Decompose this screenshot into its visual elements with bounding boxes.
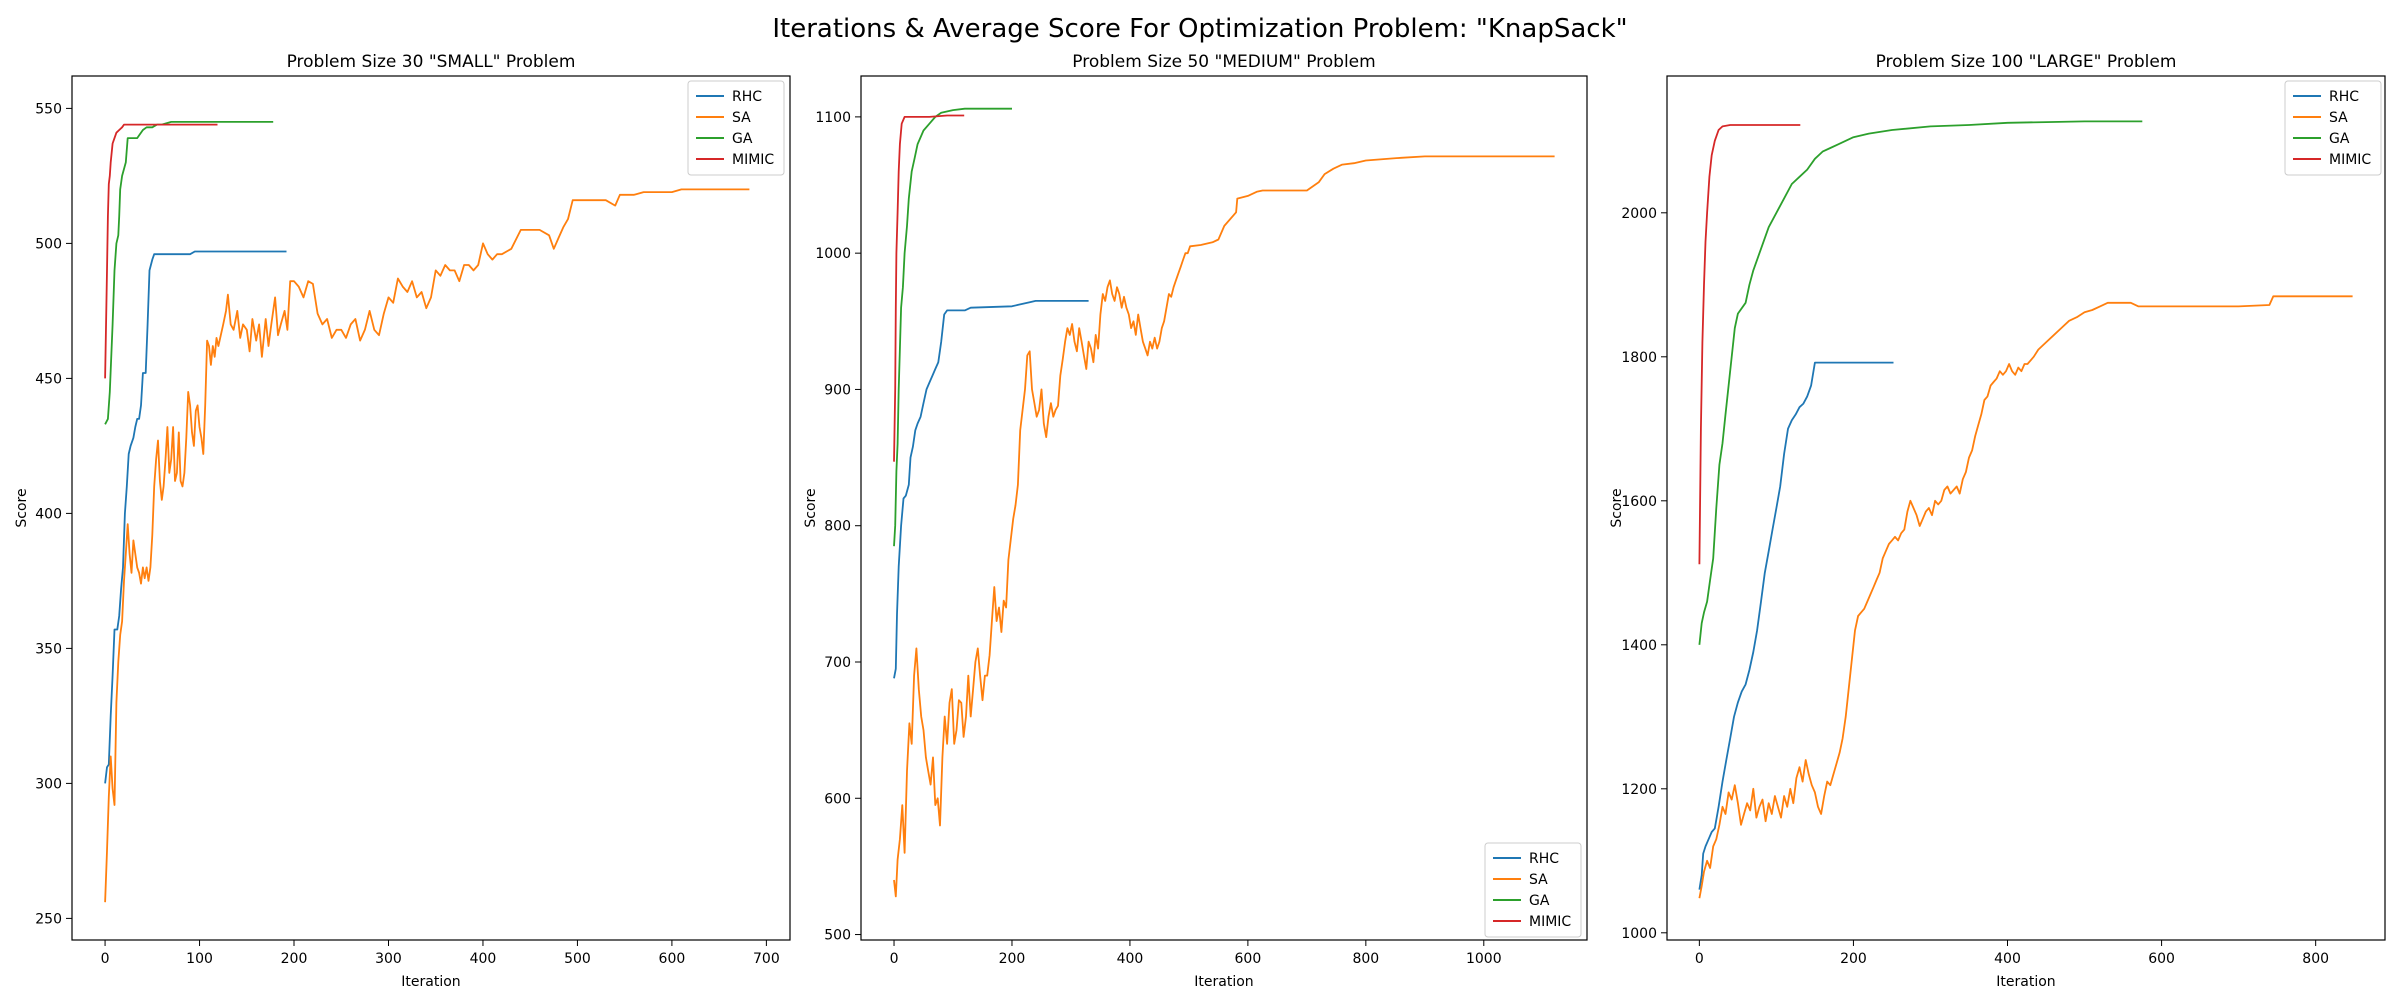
legend: RHC SA GA MIMIC [2284,80,2382,176]
y-tick-label: 700 [824,655,851,671]
legend-label-ga: GA [732,131,753,147]
series-line-sa [893,155,1555,898]
x-tick-label: 200 [281,951,308,967]
y-tick-label: 600 [824,791,851,807]
x-tick-label: 400 [1994,951,2021,967]
y-tick-label: 550 [35,101,62,117]
series-line-sa [1698,295,2353,899]
y-tick-label: 1200 [1621,782,1657,798]
x-tick-label: 0 [890,951,899,967]
y-axis-label: Score [803,488,819,527]
series-line-ga [893,107,1012,547]
y-tick-label: 1600 [1621,494,1657,510]
x-tick-label: 600 [2148,951,2175,967]
series-line-mimic [1698,124,1801,565]
legend-label-rhc: RHC [732,89,762,105]
axes-frame [71,75,791,941]
x-tick-label: 500 [564,951,591,967]
x-axis-label: Iteration [1996,974,2055,990]
axes-frame [860,75,1588,941]
x-axis-label: Iteration [1194,974,1253,990]
y-axis-label: Score [14,488,30,527]
y-tick-label: 1100 [815,110,851,126]
y-tick-label: 300 [35,776,62,792]
series-line-mimic [104,123,218,379]
y-tick-label: 500 [35,236,62,252]
legend-label-mimic: MIMIC [732,152,774,168]
chart-title: Problem Size 50 "MEDIUM" Problem [1072,52,1375,72]
x-tick-label: 100 [186,951,213,967]
x-tick-label: 600 [1235,951,1262,967]
x-tick-label: 600 [659,951,686,967]
legend-label-mimic: MIMIC [2329,152,2371,168]
x-tick-label: 0 [1695,951,1704,967]
legend-box [2284,80,2382,176]
x-tick-label: 400 [470,951,497,967]
y-tick-label: 400 [35,506,62,522]
series-line-ga [1698,120,2143,645]
series-line-ga [104,121,274,425]
y-tick-label: 350 [35,641,62,657]
x-tick-label: 800 [1352,951,1379,967]
x-tick-label: 1000 [1466,951,1502,967]
legend: RHC SA GA MIMIC [687,80,785,176]
y-tick-label: 2000 [1621,206,1657,222]
legend-label-rhc: RHC [2329,89,2359,105]
legend-label-ga: GA [1529,893,1550,909]
x-tick-label: 0 [101,951,110,967]
series-line-rhc [1698,361,1894,890]
series-line-rhc [893,300,1089,679]
legend-label-ga: GA [2329,131,2350,147]
x-tick-label: 300 [375,951,402,967]
y-tick-label: 1000 [1621,926,1657,942]
x-tick-label: 800 [2302,951,2329,967]
chart-panel-3: 0 200 400 600 800 1000 1200 1400 1600 1800 2000 Pro… [1609,52,2386,990]
x-tick-label: 200 [1840,951,1867,967]
chart-title: Problem Size 30 "SMALL" Problem [287,52,576,72]
y-tick-label: 800 [824,519,851,535]
y-tick-label: 500 [824,928,851,944]
legend-label-sa: SA [732,110,751,126]
legend: RHC SA GA MIMIC [1484,842,1582,938]
y-tick-label: 250 [35,911,62,927]
series-line-rhc [104,250,287,784]
axes-frame [1666,75,2386,941]
legend-label-sa: SA [1529,872,1548,888]
chart-panel-1: 0 100 200 300 400 500 600 700 250 300 350 400 450 500… [14,52,791,990]
y-tick-label: 450 [35,371,62,387]
legend-box [1484,842,1582,938]
x-tick-label: 700 [753,951,780,967]
y-tick-label: 1400 [1621,638,1657,654]
series-line-sa [104,188,750,903]
x-tick-label: 200 [999,951,1026,967]
y-tick-label: 900 [824,382,851,398]
chart-panel-2: 0 200 400 600 800 1000 500 600 700 800 900 1000 1100… [803,52,1588,990]
y-axis-label: Score [1609,488,1625,527]
y-tick-label: 1000 [815,246,851,262]
legend-box [687,80,785,176]
legend-label-sa: SA [2329,110,2348,126]
chart-title: Problem Size 100 "LARGE" Problem [1876,52,2177,72]
figure-title: Iterations & Average Score For Optimizat… [772,14,1628,44]
x-tick-label: 400 [1117,951,1144,967]
legend-label-mimic: MIMIC [1529,914,1571,930]
x-axis-label: Iteration [401,974,460,990]
legend-label-rhc: RHC [1529,851,1559,867]
y-tick-label: 1800 [1621,350,1657,366]
series-line-mimic [893,114,965,462]
